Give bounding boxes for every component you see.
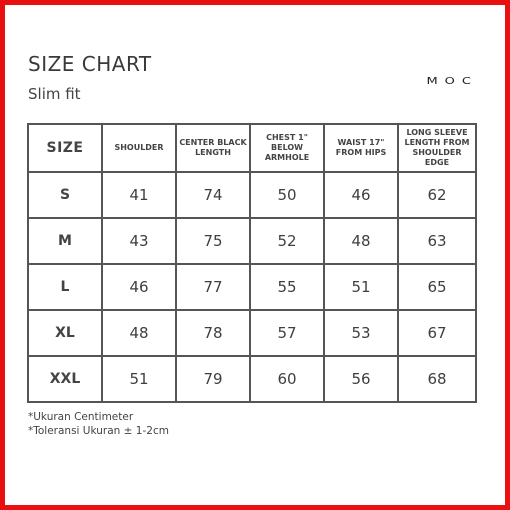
size-table: SIZE SHOULDER CENTER BLACK LENGTH CHEST … bbox=[27, 123, 477, 403]
table-cell: 62 bbox=[397, 171, 477, 219]
size-label: M bbox=[27, 217, 103, 265]
column-header-center-length: CENTER BLACK LENGTH bbox=[175, 123, 251, 173]
size-label: XL bbox=[27, 309, 103, 357]
column-header-size: SIZE bbox=[27, 123, 103, 173]
column-header-sleeve-length: LONG SLEEVE LENGTH FROM SHOULDER EDGE bbox=[397, 123, 477, 173]
table-cell: 57 bbox=[249, 309, 325, 357]
table-cell: 51 bbox=[101, 355, 177, 403]
note-tolerance: *Toleransi Ukuran ± 1-2cm bbox=[28, 425, 169, 437]
brand-logo: MOC bbox=[426, 75, 478, 88]
footnotes: *Ukuran Centimeter *Toleransi Ukuran ± 1… bbox=[28, 410, 169, 438]
table-cell: 48 bbox=[323, 217, 399, 265]
table-row: M 43 75 52 48 63 bbox=[27, 217, 477, 265]
table-cell: 67 bbox=[397, 309, 477, 357]
table-row: XL 48 78 57 53 67 bbox=[27, 309, 477, 357]
table-cell: 77 bbox=[175, 263, 251, 311]
table-cell: 74 bbox=[175, 171, 251, 219]
table-cell: 75 bbox=[175, 217, 251, 265]
table-cell: 79 bbox=[175, 355, 251, 403]
size-label: S bbox=[27, 171, 103, 219]
size-label: XXL bbox=[27, 355, 103, 403]
table-cell: 78 bbox=[175, 309, 251, 357]
column-header-shoulder: SHOULDER bbox=[101, 123, 177, 173]
table-row: XXL 51 79 60 56 68 bbox=[27, 355, 477, 403]
table-row: L 46 77 55 51 65 bbox=[27, 263, 477, 311]
table-cell: 50 bbox=[249, 171, 325, 219]
table-cell: 68 bbox=[397, 355, 477, 403]
table-cell: 48 bbox=[101, 309, 177, 357]
table-cell: 65 bbox=[397, 263, 477, 311]
table-cell: 55 bbox=[249, 263, 325, 311]
note-unit: *Ukuran Centimeter bbox=[28, 411, 134, 423]
column-header-waist: WAIST 17" FROM HIPS bbox=[323, 123, 399, 173]
fit-subtitle: Slim fit bbox=[28, 85, 81, 103]
table-cell: 46 bbox=[323, 171, 399, 219]
table-cell: 56 bbox=[323, 355, 399, 403]
table-cell: 52 bbox=[249, 217, 325, 265]
page-title: SIZE CHART bbox=[28, 52, 152, 76]
table-cell: 53 bbox=[323, 309, 399, 357]
table-cell: 46 bbox=[101, 263, 177, 311]
table-header-row: SIZE SHOULDER CENTER BLACK LENGTH CHEST … bbox=[27, 123, 477, 173]
table-row: S 41 74 50 46 62 bbox=[27, 171, 477, 219]
table-cell: 43 bbox=[101, 217, 177, 265]
size-table-container: SIZE SHOULDER CENTER BLACK LENGTH CHEST … bbox=[27, 123, 477, 403]
column-header-chest: CHEST 1" BELOW ARMHOLE bbox=[249, 123, 325, 173]
size-label: L bbox=[27, 263, 103, 311]
table-cell: 63 bbox=[397, 217, 477, 265]
table-cell: 51 bbox=[323, 263, 399, 311]
table-cell: 60 bbox=[249, 355, 325, 403]
table-cell: 41 bbox=[101, 171, 177, 219]
